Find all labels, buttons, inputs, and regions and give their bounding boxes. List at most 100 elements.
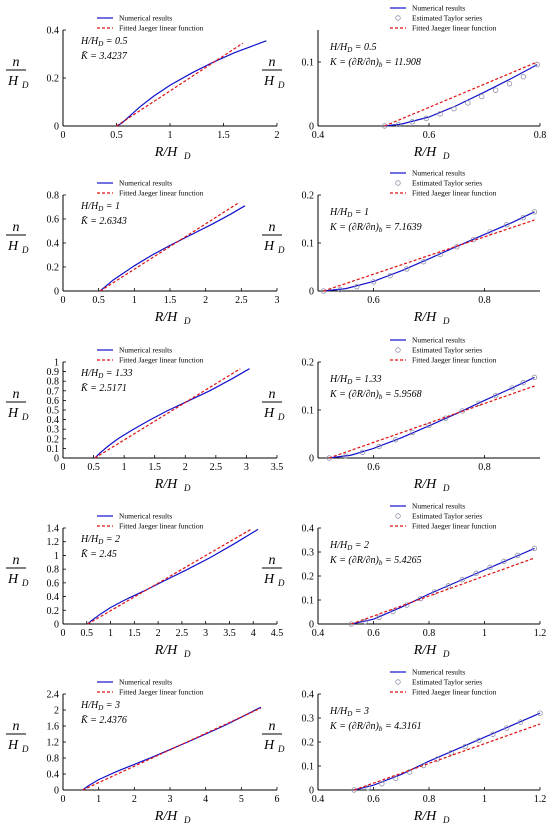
annotation-k-value: K = (∂R/∂n)b​ = 5.4265 bbox=[329, 555, 422, 567]
y-axis-label: nH D bbox=[6, 55, 29, 90]
x-tick-label: 1 bbox=[108, 628, 113, 639]
y-tick-label: 0.2 bbox=[47, 606, 60, 617]
x-axis-label: R/H D bbox=[154, 809, 191, 825]
x-tick-label: 3 bbox=[244, 462, 249, 473]
jaeger-line bbox=[116, 42, 244, 127]
y-tick-label: 0.2 bbox=[302, 358, 315, 369]
x-tick-label: 1.5 bbox=[217, 130, 230, 141]
y-tick-label: 0.2 bbox=[47, 74, 60, 85]
jaeger-line bbox=[328, 385, 535, 459]
y-axis-label: nH D bbox=[6, 719, 29, 754]
y-tick-label: 0.4 bbox=[47, 239, 60, 250]
y-tick-label: 0.3 bbox=[302, 714, 315, 725]
x-tick-label: 0.5 bbox=[81, 628, 94, 639]
taylor-marker bbox=[476, 737, 482, 744]
subplot-7: 0 0.5 1 1.5 2 2.5 3 3.5 4 4.500.20.40.60.811.21.4… bbox=[6, 512, 283, 659]
x-label-main: R/H bbox=[413, 809, 437, 824]
taylor-marker bbox=[381, 123, 388, 129]
legend-marker-taylor bbox=[395, 15, 401, 21]
annotation-h-ratio: H/HD​ = 0.5 bbox=[329, 42, 377, 54]
y-label-numerator: n bbox=[269, 387, 276, 402]
x-label-sub: D bbox=[442, 151, 450, 161]
x-tick-label: 0 bbox=[61, 462, 66, 473]
taylor-marker bbox=[370, 279, 377, 285]
x-axis-label: R/H D bbox=[413, 477, 450, 493]
x-tick-label: 0.4 bbox=[312, 794, 325, 805]
y-label-denominator: H bbox=[7, 738, 19, 753]
subplot-3: 0 0.5 1 1.5 2 2.5 3 0 0.2 0.4 0.6 0.8 Numerical resu… bbox=[6, 179, 280, 326]
y-label-denominator: H bbox=[7, 572, 19, 587]
taylor-marker bbox=[531, 545, 538, 552]
annotation-k-value: K̄ = 2.45 bbox=[80, 548, 117, 560]
taylor-marker bbox=[337, 286, 343, 293]
y-tick-label: 0.3 bbox=[302, 548, 315, 559]
legend-label: Fitted Jaeger linear function bbox=[119, 24, 204, 33]
taylor-marker bbox=[451, 106, 457, 112]
x-axis-label: R/H D bbox=[154, 477, 191, 493]
y-axis-label: nH D bbox=[6, 553, 29, 588]
x-label-sub: D bbox=[183, 649, 191, 659]
taylor-marker bbox=[473, 570, 479, 577]
jaeger-line bbox=[82, 707, 262, 791]
y-label-denominator-sub: D bbox=[21, 412, 29, 422]
y-tick-label: 0.1 bbox=[302, 58, 315, 69]
legend-label: Fitted Jaeger linear function bbox=[119, 522, 204, 531]
taylor-marker bbox=[445, 583, 452, 589]
x-tick-label: 2.5 bbox=[210, 462, 223, 473]
numerical-line bbox=[116, 40, 267, 127]
y-tick-label: 0 bbox=[54, 620, 59, 631]
legend-label: Numerical results bbox=[412, 668, 465, 677]
x-tick-label: 0 bbox=[61, 130, 66, 141]
legend-label: Estimated Taylor series bbox=[412, 346, 482, 355]
annotation-h-ratio: H/HD​ = 3 bbox=[329, 706, 369, 718]
legend-label: Fitted Jaeger linear function bbox=[412, 189, 497, 198]
x-label-sub: D bbox=[442, 316, 450, 326]
y-tick-label: 0.7 bbox=[47, 386, 60, 397]
x-tick-label: 2 bbox=[183, 462, 188, 473]
y-tick-label: 1.6 bbox=[47, 722, 60, 733]
taylor-marker bbox=[320, 288, 327, 294]
taylor-marker bbox=[504, 222, 510, 228]
x-label-main: R/H bbox=[154, 310, 178, 325]
y-label-denominator-sub: D bbox=[277, 744, 285, 754]
taylor-marker bbox=[520, 214, 527, 221]
y-axis-label: nH D bbox=[262, 553, 285, 588]
taylor-marker bbox=[492, 87, 499, 93]
x-tick-label: 3.5 bbox=[223, 628, 236, 639]
x-tick-label: 5 bbox=[239, 794, 244, 805]
y-tick-label: 2.4 bbox=[47, 690, 60, 701]
x-label-main: R/H bbox=[413, 145, 437, 160]
subplot-6: 0.6 0.8 0 0.1 0.2 Numerical resultsEstimated … bbox=[262, 336, 540, 493]
y-tick-label: 1.4 bbox=[47, 524, 60, 535]
y-label-numerator: n bbox=[13, 553, 20, 568]
x-tick-label: 1.5 bbox=[128, 628, 141, 639]
y-tick-label: 0 bbox=[54, 287, 59, 298]
y-axis-label: nH D bbox=[262, 55, 285, 90]
taylor-marker bbox=[517, 719, 524, 725]
x-tick-label: 2 bbox=[203, 295, 208, 306]
x-label-sub: D bbox=[183, 483, 191, 493]
taylor-marker bbox=[490, 731, 496, 738]
legend-label: Fitted Jaeger linear function bbox=[119, 189, 204, 198]
y-axis-label: nH D bbox=[262, 387, 285, 422]
subplot-4: 0.6 0.8 0 0.1 0.2 Numerical resultsEstimated … bbox=[262, 169, 540, 326]
y-tick-label: 0.9 bbox=[47, 367, 60, 378]
y-tick-label: 1.2 bbox=[47, 738, 60, 749]
y-tick-label: 0.8 bbox=[47, 191, 60, 202]
x-label-main: R/H bbox=[413, 477, 437, 492]
legend-label: Numerical results bbox=[119, 512, 172, 521]
annotation-h-ratio: H/HD​ = 1.33 bbox=[80, 368, 133, 380]
annotation-k-value: K̄ = 2.6343 bbox=[80, 215, 127, 227]
annotation-k-value: K̄ = 2.5171 bbox=[80, 382, 127, 394]
y-tick-label: 0.2 bbox=[302, 572, 315, 583]
subplot-10: 0.4 0.6 0.8 1 1.2 0 0.1 0.2 0.3 0.4 Numerical resu… bbox=[262, 668, 546, 825]
taylor-marker bbox=[365, 785, 371, 791]
x-label-main: R/H bbox=[154, 643, 178, 658]
y-label-numerator: n bbox=[269, 55, 276, 70]
x-tick-label: 1 bbox=[122, 462, 127, 473]
legend-label: Fitted Jaeger linear function bbox=[119, 356, 204, 365]
x-tick-label: 0.8 bbox=[423, 628, 436, 639]
y-tick-label: 0.2 bbox=[302, 191, 315, 202]
x-axis-label: R/H D bbox=[413, 643, 450, 659]
